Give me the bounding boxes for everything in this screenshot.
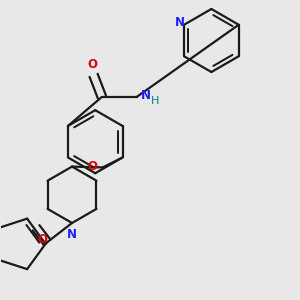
Text: N: N <box>175 16 185 28</box>
Text: N: N <box>141 89 151 102</box>
Text: O: O <box>38 233 48 246</box>
Text: O: O <box>87 58 97 71</box>
Text: H: H <box>151 96 160 106</box>
Text: N: N <box>67 228 77 241</box>
Text: O: O <box>88 160 98 172</box>
